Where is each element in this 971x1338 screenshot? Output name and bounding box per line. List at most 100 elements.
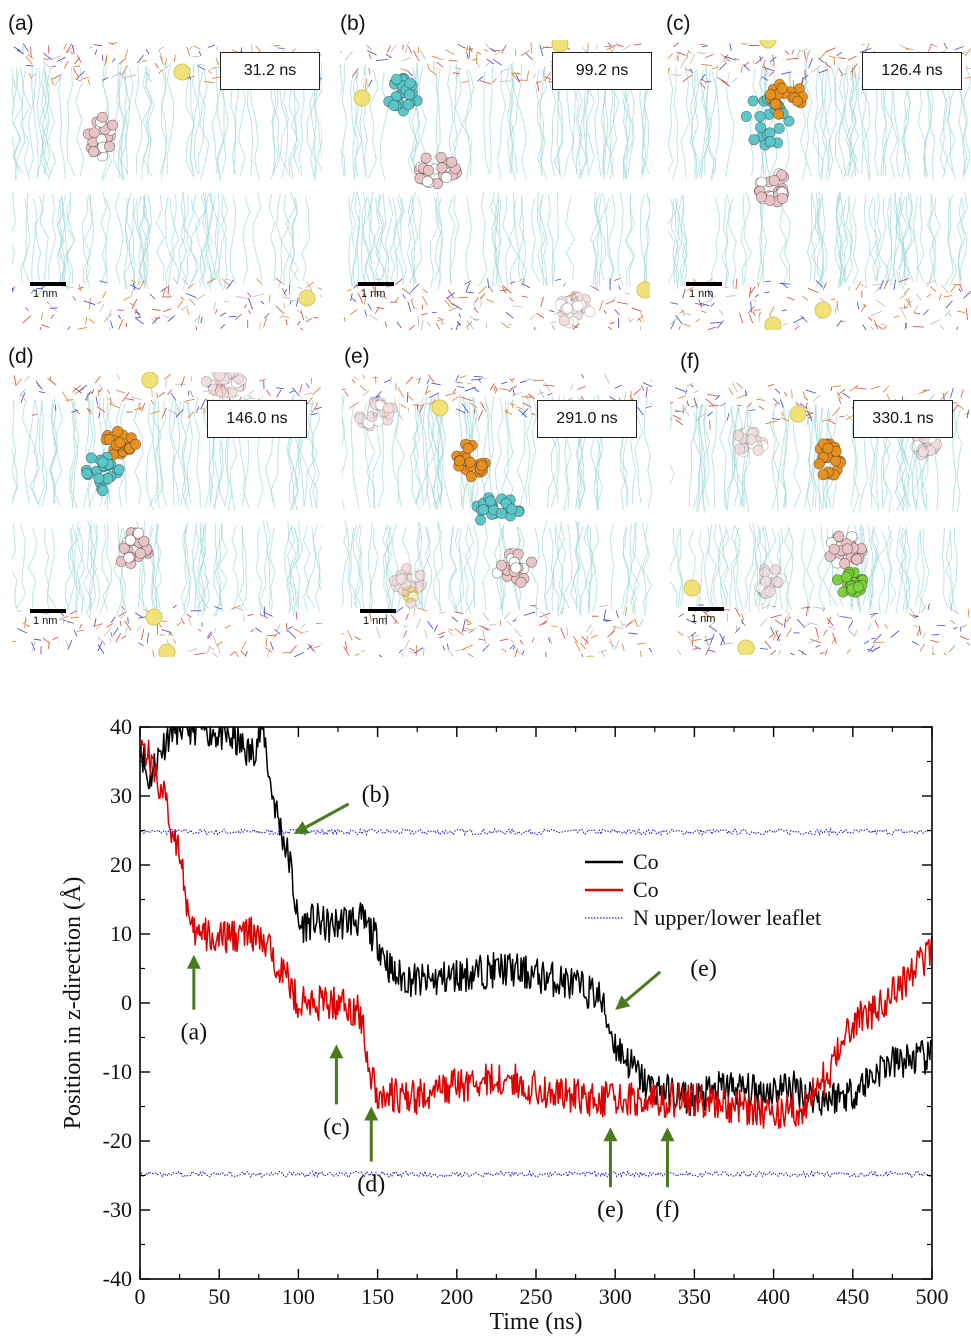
lipid-headgroup bbox=[186, 613, 192, 618]
lipid-tail bbox=[75, 527, 84, 614]
lipid-headgroup bbox=[50, 77, 54, 86]
lipid-headgroup bbox=[156, 392, 158, 399]
lipid-headgroup bbox=[468, 45, 473, 53]
x-tick-label: 50 bbox=[208, 1284, 230, 1309]
lipid-headgroup bbox=[464, 618, 472, 623]
lipid-tail bbox=[284, 522, 292, 615]
lipid-headgroup bbox=[52, 636, 59, 641]
lipid-headgroup bbox=[668, 68, 670, 73]
lipid-headgroup bbox=[618, 285, 621, 291]
lipid-tail bbox=[75, 63, 85, 176]
lipid-headgroup bbox=[160, 286, 168, 292]
lipid-headgroup bbox=[130, 279, 136, 283]
lipid-headgroup bbox=[807, 287, 819, 294]
lipid-tail bbox=[15, 66, 26, 181]
lipid-headgroup bbox=[422, 296, 428, 306]
lipid-headgroup bbox=[357, 292, 364, 304]
lipid-headgroup bbox=[759, 72, 770, 79]
lipid-headgroup bbox=[872, 283, 883, 286]
scale-bar bbox=[30, 282, 66, 286]
lipid-tail bbox=[711, 197, 721, 288]
lipid-headgroup bbox=[636, 314, 644, 321]
lipid-tail bbox=[692, 68, 699, 179]
molecule-pink bbox=[200, 372, 247, 399]
lipid-headgroup bbox=[306, 281, 315, 288]
lipid-headgroup bbox=[119, 614, 126, 619]
lipid-headgroup bbox=[531, 637, 535, 643]
lipid-tail bbox=[748, 523, 758, 613]
lipid-tail bbox=[531, 198, 540, 282]
lipid-headgroup bbox=[71, 45, 75, 54]
lipid-tail bbox=[12, 522, 18, 609]
lipid-headgroup bbox=[712, 402, 715, 409]
lipid-tail bbox=[413, 403, 421, 504]
lipid-headgroup bbox=[179, 296, 185, 301]
lipid-tail bbox=[177, 401, 187, 507]
lipid-headgroup bbox=[367, 50, 377, 56]
lipid-tail bbox=[834, 193, 842, 288]
lipid-headgroup bbox=[504, 409, 513, 415]
lipid-tail bbox=[170, 193, 180, 286]
lipid-headgroup bbox=[501, 381, 508, 385]
lipid-headgroup bbox=[581, 374, 585, 379]
lipid-headgroup bbox=[776, 633, 782, 641]
lipid-tail bbox=[229, 194, 237, 285]
lipid-headgroup bbox=[288, 284, 291, 295]
lipid-headgroup bbox=[343, 317, 346, 322]
lipid-headgroup bbox=[608, 641, 617, 649]
lipid-tail bbox=[952, 409, 958, 512]
lipid-headgroup bbox=[609, 322, 615, 324]
lipid-headgroup bbox=[919, 643, 926, 652]
lipid-headgroup bbox=[243, 304, 247, 309]
lipid-tail bbox=[211, 66, 222, 182]
scale-bar-label: 1 nm bbox=[361, 288, 386, 300]
lipid-headgroup bbox=[831, 298, 836, 300]
lipid-tail bbox=[471, 398, 480, 510]
lipid-headgroup bbox=[93, 43, 98, 46]
lipid-headgroup bbox=[420, 312, 428, 316]
lipid-headgroup bbox=[486, 58, 495, 65]
lipid-tail bbox=[679, 194, 687, 287]
lipid-headgroup bbox=[688, 635, 700, 638]
lipid-headgroup bbox=[433, 624, 439, 632]
lipid-headgroup bbox=[86, 397, 89, 402]
lipid-headgroup bbox=[74, 78, 81, 82]
lipid-headgroup bbox=[444, 392, 457, 397]
lipid-tail bbox=[53, 402, 63, 506]
lipid-tail bbox=[252, 191, 263, 287]
lipid-headgroup bbox=[241, 640, 247, 650]
lipid-tail bbox=[469, 396, 478, 507]
lipid-headgroup bbox=[938, 293, 942, 301]
lipid-tail bbox=[537, 194, 548, 287]
molecule-pink bbox=[491, 547, 538, 588]
lipid-headgroup bbox=[966, 642, 970, 646]
lipid-headgroup bbox=[13, 78, 16, 88]
lipid-tail bbox=[516, 394, 526, 509]
lipid-tail bbox=[199, 527, 206, 616]
lipid-headgroup bbox=[512, 618, 517, 623]
lipid-headgroup bbox=[465, 291, 474, 294]
lipid-headgroup bbox=[898, 278, 910, 283]
lipid-tail bbox=[676, 527, 684, 607]
lipid-headgroup bbox=[538, 620, 548, 627]
lipid-tail bbox=[289, 197, 299, 282]
lipid-tail bbox=[845, 65, 854, 177]
lipid-headgroup bbox=[856, 302, 860, 310]
x-tick-label: 350 bbox=[678, 1284, 711, 1309]
lipid-headgroup bbox=[22, 619, 28, 625]
lipid-headgroup bbox=[778, 649, 781, 655]
lipid-headgroup bbox=[95, 396, 98, 405]
lipid-headgroup bbox=[614, 277, 621, 281]
lipid-tail bbox=[506, 62, 518, 181]
lipid-headgroup bbox=[187, 283, 195, 290]
lipid-headgroup bbox=[413, 50, 420, 62]
lipid-headgroup bbox=[61, 285, 74, 289]
lipid-headgroup bbox=[899, 293, 907, 299]
y-tick-label: 0 bbox=[121, 990, 132, 1015]
lipid-headgroup bbox=[673, 42, 679, 48]
lipid-tail bbox=[432, 67, 441, 181]
lipid-headgroup bbox=[396, 410, 403, 421]
lipid-headgroup bbox=[79, 623, 83, 629]
lipid-tail bbox=[421, 526, 431, 610]
lipid-headgroup bbox=[469, 316, 478, 322]
